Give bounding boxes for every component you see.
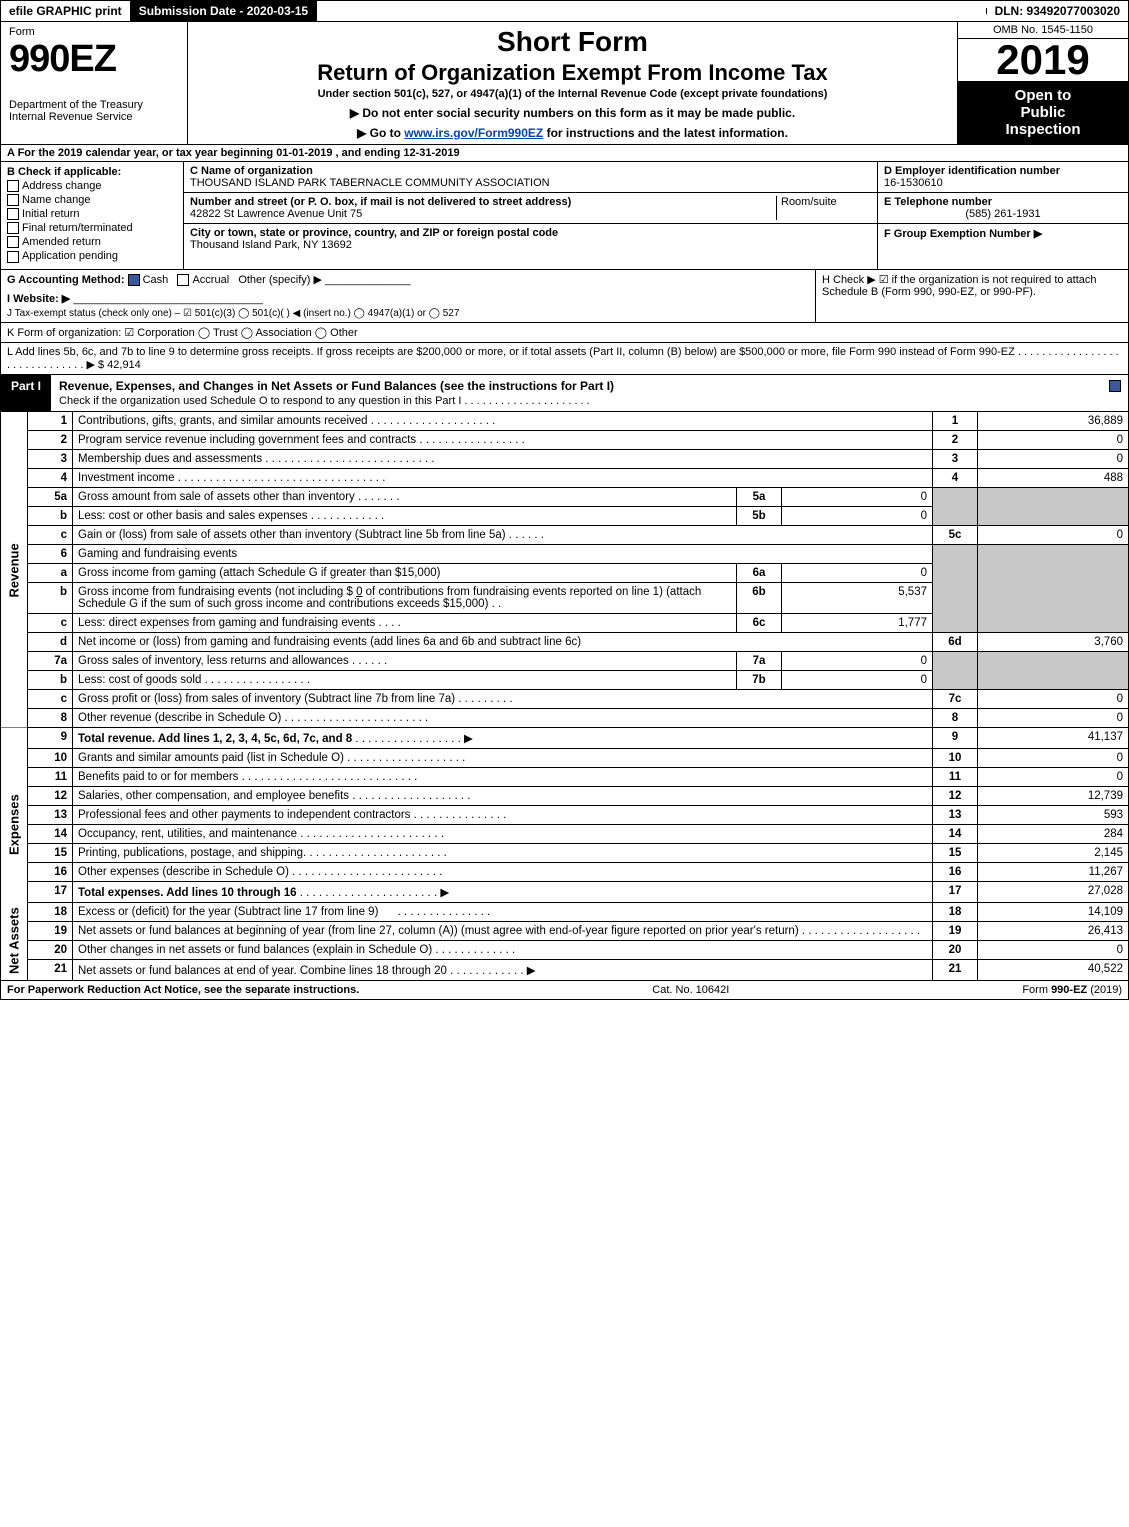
row-gh: G Accounting Method: Cash Accrual Other … [0, 270, 1129, 323]
section-b-checkboxes: B Check if applicable: Address change Na… [1, 162, 184, 269]
line-a-tax-year: A For the 2019 calendar year, or tax yea… [0, 145, 1129, 162]
catalog-number: Cat. No. 10642I [652, 984, 729, 996]
netassets-side-label: Net Assets [1, 902, 28, 980]
irs-label: Internal Revenue Service [9, 111, 179, 123]
under-section: Under section 501(c), 527, or 4947(a)(1)… [196, 88, 949, 100]
paperwork-notice: For Paperwork Reduction Act Notice, see … [7, 984, 359, 996]
chk-accrual[interactable] [177, 274, 189, 286]
open-public-inspection: Open to Public Inspection [958, 81, 1128, 144]
page-footer: For Paperwork Reduction Act Notice, see … [0, 981, 1129, 1000]
irs-link[interactable]: www.irs.gov/Form990EZ [404, 126, 543, 140]
part-1-header: Part I Revenue, Expenses, and Changes in… [0, 375, 1129, 412]
short-form-title: Short Form [196, 26, 949, 58]
form-ref: Form 990-EZ (2019) [1022, 984, 1122, 996]
revenue-side-label: Revenue [1, 412, 28, 728]
chk-final-return[interactable]: Final return/terminated [7, 222, 177, 234]
expenses-side-label: Expenses [1, 748, 28, 902]
chk-name-change[interactable]: Name change [7, 194, 177, 206]
section-c-org: C Name of organization THOUSAND ISLAND P… [184, 162, 877, 269]
org-info-grid: B Check if applicable: Address change Na… [0, 162, 1129, 270]
form-label: Form [9, 26, 179, 38]
ssn-warning: ▶ Do not enter social security numbers o… [196, 106, 949, 120]
return-title: Return of Organization Exempt From Incom… [196, 60, 949, 86]
dept-treasury: Department of the Treasury [9, 99, 179, 111]
chk-schedule-o[interactable] [1109, 380, 1121, 392]
efile-label: efile GRAPHIC print [1, 1, 131, 21]
org-address: 42822 St Lawrence Avenue Unit 75 [190, 208, 362, 220]
group-exemption-lbl: F Group Exemption Number ▶ [884, 227, 1122, 240]
top-bar: efile GRAPHIC print Submission Date - 20… [0, 0, 1129, 22]
section-def: D Employer identification number 16-1530… [877, 162, 1128, 269]
chk-address-change[interactable]: Address change [7, 180, 177, 192]
goto-instructions: ▶ Go to www.irs.gov/Form990EZ for instru… [196, 126, 949, 140]
chk-initial-return[interactable]: Initial return [7, 208, 177, 220]
org-name: THOUSAND ISLAND PARK TABERNACLE COMMUNIT… [190, 177, 871, 189]
line-l-gross-receipts: L Add lines 5b, 6c, and 7b to line 9 to … [0, 343, 1129, 375]
form-number: 990EZ [9, 38, 179, 81]
dln-label: DLN: 93492077003020 [987, 1, 1128, 21]
chk-amended-return[interactable]: Amended return [7, 236, 177, 248]
form-header: Form 990EZ Department of the Treasury In… [0, 22, 1129, 145]
tax-year: 2019 [958, 39, 1128, 81]
line-j-tax-exempt: J Tax-exempt status (check only one) – ☑… [7, 308, 809, 319]
ein-value: 16-1530610 [884, 177, 1122, 189]
line-h-schedule-b: H Check ▶ ☑ if the organization is not r… [815, 270, 1128, 322]
org-city: Thousand Island Park, NY 13692 [190, 239, 352, 251]
chk-cash[interactable] [128, 274, 140, 286]
part1-table: Revenue 1 Contributions, gifts, grants, … [0, 412, 1129, 981]
line-k-org-form: K Form of organization: ☑ Corporation ◯ … [0, 323, 1129, 343]
submission-date-btn[interactable]: Submission Date - 2020-03-15 [131, 1, 317, 21]
chk-application-pending[interactable]: Application pending [7, 250, 177, 262]
room-suite-lbl: Room/suite [776, 196, 871, 220]
telephone-value: (585) 261-1931 [884, 208, 1122, 220]
ln-1-no: 1 [28, 412, 73, 431]
ln-1-val: 36,889 [978, 412, 1129, 431]
